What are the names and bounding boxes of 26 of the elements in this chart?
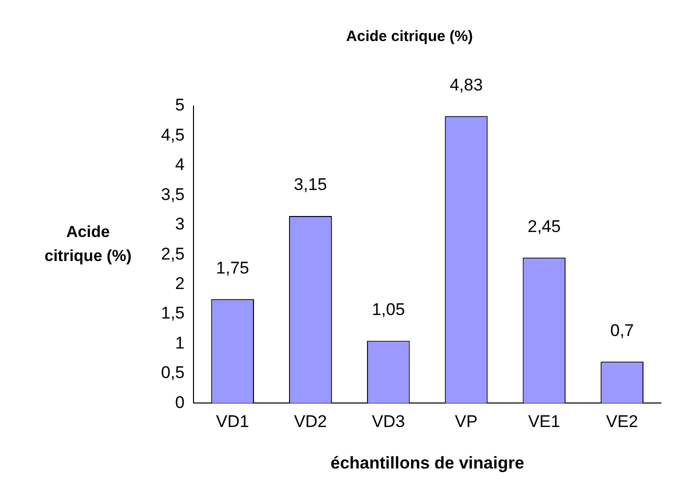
y-tick-label: 1,5 [160, 304, 185, 323]
x-tick-label: VE1 [528, 412, 560, 432]
y-tick-label: 2,5 [160, 244, 185, 264]
data-label: 3,15 [294, 175, 328, 194]
y-tick-label: 3 [175, 214, 185, 234]
y-tick-label: 4 [175, 155, 185, 174]
y-tick-label: 4,5 [160, 125, 185, 144]
y-tick-label: 1 [175, 333, 185, 352]
data-label: 1,05 [372, 300, 405, 319]
data-label: 2,45 [528, 216, 561, 236]
y-tick-label: 3,5 [160, 184, 185, 204]
chart-title: Acide citrique (%) [346, 28, 473, 46]
y-tick-label: 0,5 [160, 363, 185, 382]
y-tick-label: 5 [175, 96, 185, 115]
x-tick-label: VP [454, 412, 478, 432]
x-tick-label: VE2 [606, 412, 638, 432]
y-axis-title: Acide citrique (%) [44, 224, 132, 266]
x-tick-label: VD1 [216, 412, 250, 432]
x-axis-title: échantillons de vinaigre [330, 453, 524, 472]
x-tick-label: VD2 [294, 412, 328, 432]
y-tick-label: 2 [175, 274, 185, 294]
data-label: 0,7 [610, 320, 634, 340]
y-tick-label: 0 [175, 392, 185, 412]
data-label: 4,83 [450, 75, 483, 94]
x-tick-label: VD3 [372, 412, 405, 432]
data-label: 1,75 [216, 258, 250, 278]
